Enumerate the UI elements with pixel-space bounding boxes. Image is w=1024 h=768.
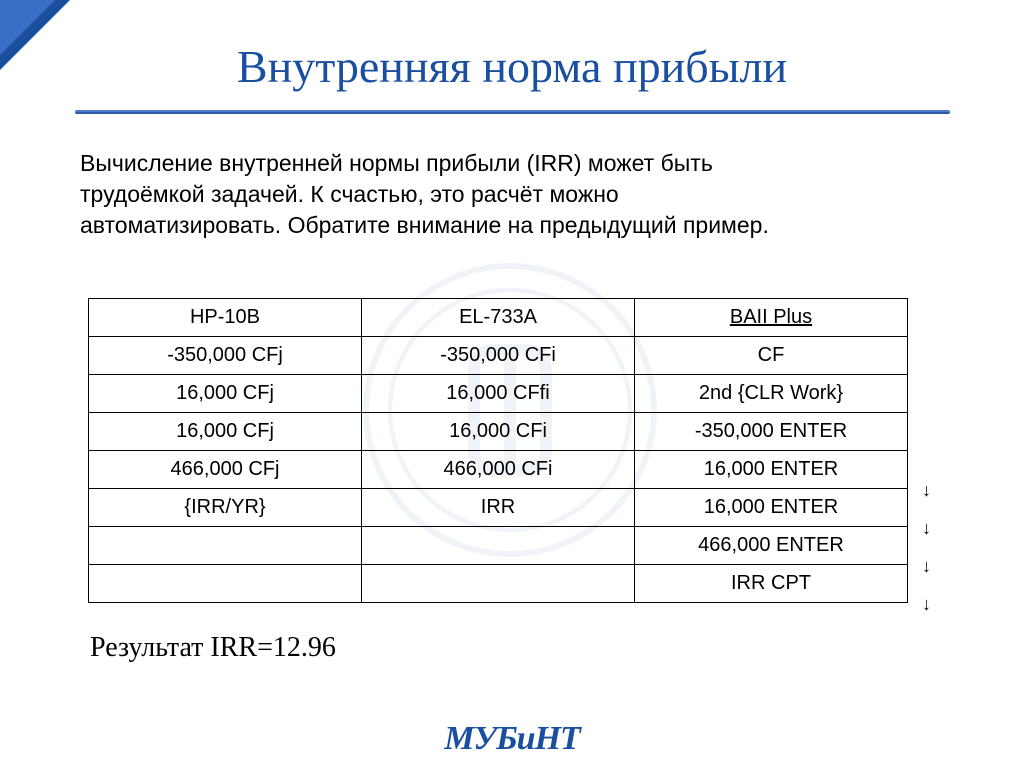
table-row: 466,000 CFj466,000 CFi16,000 ENTER [89,451,908,489]
table-header-row: HP-10B EL-733A BAII Plus [89,299,908,337]
table-cell: 466,000 ENTER [635,527,908,565]
table-cell: 16,000 CFj [89,413,362,451]
table-cell [362,527,635,565]
table-cell [89,565,362,603]
down-arrow-icon [922,480,936,494]
table-cell: IRR [362,489,635,527]
slide-title: Внутренняя норма прибыли [0,40,1024,93]
table-cell: IRR CPT [635,565,908,603]
table-cell [89,527,362,565]
table-cell: 466,000 CFi [362,451,635,489]
table-cell: 16,000 CFi [362,413,635,451]
slide: Внутренняя норма прибыли Вычисление внут… [0,0,1024,768]
table-cell: 16,000 CFj [89,375,362,413]
down-arrow-icon [922,556,936,570]
table-cell: CF [635,337,908,375]
col-header-hp10b: HP-10B [89,299,362,337]
desc-line-1: Вычисление внутренней нормы прибыли (IRR… [80,150,713,176]
table-cell: 16,000 ENTER [635,451,908,489]
table-row: IRR CPT [89,565,908,603]
title-underline [75,110,950,114]
down-arrow-icon [922,518,936,532]
table-row: 466,000 ENTER [89,527,908,565]
table-cell: -350,000 ENTER [635,413,908,451]
table-row: {IRR/YR}IRR16,000 ENTER [89,489,908,527]
table-cell: 16,000 CFfi [362,375,635,413]
table-cell: -350,000 CFj [89,337,362,375]
table-row: 16,000 CFj16,000 CFfi2nd {CLR Work} [89,375,908,413]
col-header-baii-plus: BAII Plus [635,299,908,337]
desc-line-2: трудоёмкой задачей. К счастью, это расчё… [80,181,619,207]
table-cell: {IRR/YR} [89,489,362,527]
col-header-el733a: EL-733A [362,299,635,337]
desc-line-3: автоматизировать. Обратите внимание на п… [80,212,769,238]
table-row: 16,000 CFj16,000 CFi-350,000 ENTER [89,413,908,451]
calculator-table: HP-10B EL-733A BAII Plus -350,000 CFj-35… [88,298,908,603]
table-cell [362,565,635,603]
table-row: -350,000 CFj-350,000 CFiCF [89,337,908,375]
footer-logo: МУБиНТ [0,720,1024,758]
result-text: Результат IRR=12.96 [90,632,336,664]
table-cell: 2nd {CLR Work} [635,375,908,413]
slide-description: Вычисление внутренней нормы прибыли (IRR… [80,148,944,241]
table-cell: -350,000 CFi [362,337,635,375]
table-cell: 466,000 CFj [89,451,362,489]
table-cell: 16,000 ENTER [635,489,908,527]
down-arrow-icon [922,594,936,608]
